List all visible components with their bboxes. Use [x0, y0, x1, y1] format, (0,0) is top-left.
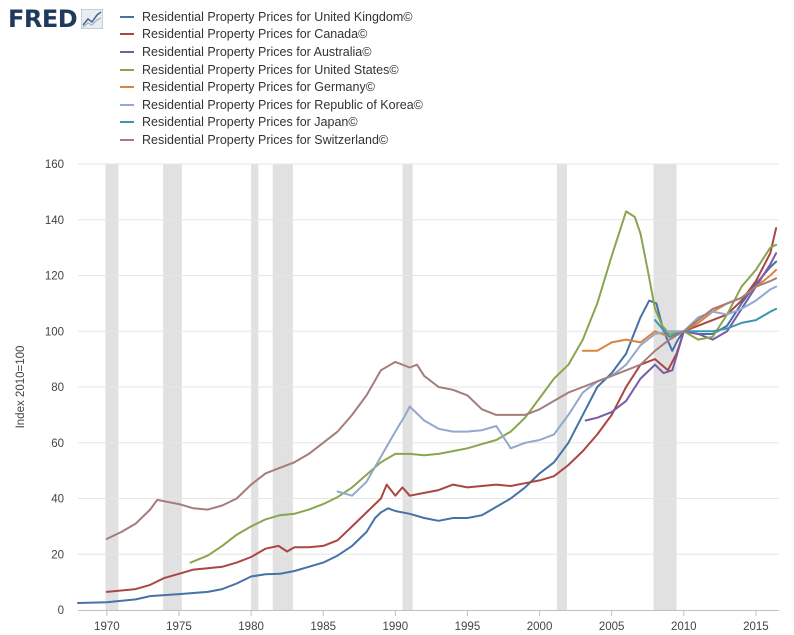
y-tick-label: 160	[45, 159, 64, 171]
x-tick-label: 1975	[166, 621, 192, 633]
x-tick-label: 1985	[310, 621, 336, 633]
x-tick-label: 1990	[383, 621, 409, 633]
y-tick-label: 80	[51, 382, 64, 394]
x-tick-label: 2005	[599, 621, 625, 633]
line-chart: 0 20 40 60 80 100 120 140 160 1970 1975 1980 1985 199…	[0, 0, 794, 635]
y-tick-label: 100	[45, 326, 64, 338]
x-tick-label: 2010	[671, 621, 697, 633]
x-tick-label: 1970	[94, 621, 120, 633]
y-tick-label: 120	[45, 271, 64, 283]
y-tick-label: 60	[51, 438, 64, 450]
y-tick-label: 20	[51, 549, 64, 561]
y-tick-label: 140	[45, 215, 64, 227]
x-tick-label: 1980	[238, 621, 264, 633]
y-tick-label: 40	[51, 494, 64, 506]
x-tick-label: 2000	[527, 621, 553, 633]
x-tick-label: 1995	[455, 621, 481, 633]
x-tick-label: 2015	[743, 621, 769, 633]
y-tick-label: 0	[58, 605, 64, 617]
y-axis-title: Index 2010=100	[15, 346, 27, 429]
